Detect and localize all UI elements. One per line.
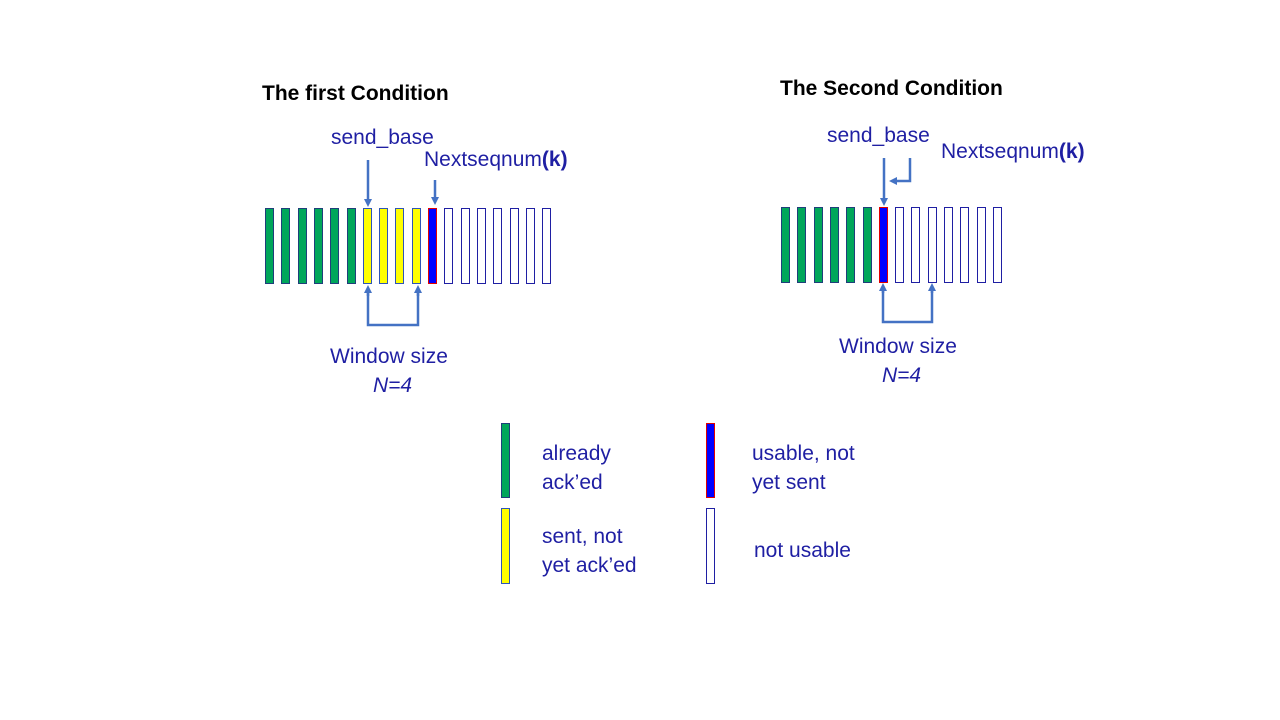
right-window-size-label: Window size [839, 335, 957, 358]
legend-not-usable-swatch [706, 508, 715, 584]
left-seq-bar-acked [330, 208, 340, 284]
left-seq-bar-sent [362, 208, 372, 284]
right-nextseqnum-label: Nextseqnum(k) [941, 140, 1085, 164]
left-window-bracket [366, 292, 420, 327]
legend-acked-line1: already [542, 442, 611, 465]
left-seq-bar-sent [411, 208, 421, 284]
left-seq-bar-sent [379, 208, 389, 284]
right-seq-bar-acked [862, 207, 872, 283]
right-seq-bar-not-usable [976, 207, 986, 283]
left-seq-bar-not-usable [444, 208, 454, 284]
right-window-bracket [881, 290, 934, 324]
legend-sent-line1: sent, not [542, 525, 623, 548]
right-seq-bar-not-usable [927, 207, 937, 283]
right-nextseqnum-arrow [889, 158, 912, 185]
right-condition-title: The Second Condition [780, 77, 1003, 100]
left-nextseqnum-label: Nextseqnum(k) [424, 148, 568, 172]
right-seq-bar-not-usable [944, 207, 953, 283]
legend-usable-line2: yet sent [752, 471, 826, 494]
left-seq-bar-not-usable [542, 208, 552, 284]
legend-acked-line2: ack’ed [542, 471, 603, 494]
right-seq-bar-not-usable [992, 207, 1002, 283]
right-seq-bar-acked [797, 207, 807, 283]
left-seq-bar-usable [428, 208, 437, 284]
left-seq-bar-not-usable [493, 208, 503, 284]
right-window-n-label: N=4 [882, 364, 922, 387]
left-seq-bar-acked [313, 208, 323, 284]
left-nextseqnum-k: (k) [541, 148, 568, 171]
left-window-size-label: Window size [330, 345, 448, 368]
left-nextseqnum-text: Nextseqnum [424, 148, 542, 171]
right-nextseqnum-text: Nextseqnum [941, 140, 1059, 163]
left-seq-bar-not-usable [509, 208, 519, 284]
legend-usable-text: usable, not yet sent [752, 439, 855, 497]
left-send-base-label: send_base [331, 126, 434, 149]
legend-usable-swatch [706, 423, 715, 498]
legend-acked-swatch [501, 423, 510, 498]
legend-acked-text: already ack’ed [542, 439, 611, 497]
left-seq-bar-not-usable [476, 208, 486, 284]
left-condition-title: The first Condition [262, 82, 449, 105]
left-seq-bar-sent [395, 208, 405, 284]
legend-usable-line1: usable, not [752, 442, 855, 465]
right-seq-bar-acked [781, 207, 790, 283]
right-seq-bar-acked [813, 207, 823, 283]
right-seq-bar-not-usable [911, 207, 921, 283]
left-seq-bar-acked [281, 208, 291, 284]
left-seq-bar-not-usable [525, 208, 535, 284]
right-seq-bar-not-usable [895, 207, 905, 283]
right-seq-bar-usable [878, 207, 888, 283]
right-seq-bar-acked [829, 207, 839, 283]
legend-sent-line2: yet ack’ed [542, 554, 637, 577]
left-seq-bar-acked [265, 208, 274, 284]
right-seq-bar-not-usable [960, 207, 970, 283]
right-send-base-label: send_base [827, 124, 930, 147]
right-seq-bar-acked [846, 207, 856, 283]
left-seq-bar-acked [346, 208, 356, 284]
legend-not-usable-text: not usable [754, 539, 851, 562]
left-seq-bar-acked [297, 208, 307, 284]
left-window-n-label: N=4 [373, 374, 413, 397]
right-nextseqnum-k: (k) [1058, 140, 1085, 163]
left-seq-bar-not-usable [460, 208, 470, 284]
legend-sent-swatch [501, 508, 510, 584]
legend-sent-text: sent, not yet ack’ed [542, 522, 637, 580]
